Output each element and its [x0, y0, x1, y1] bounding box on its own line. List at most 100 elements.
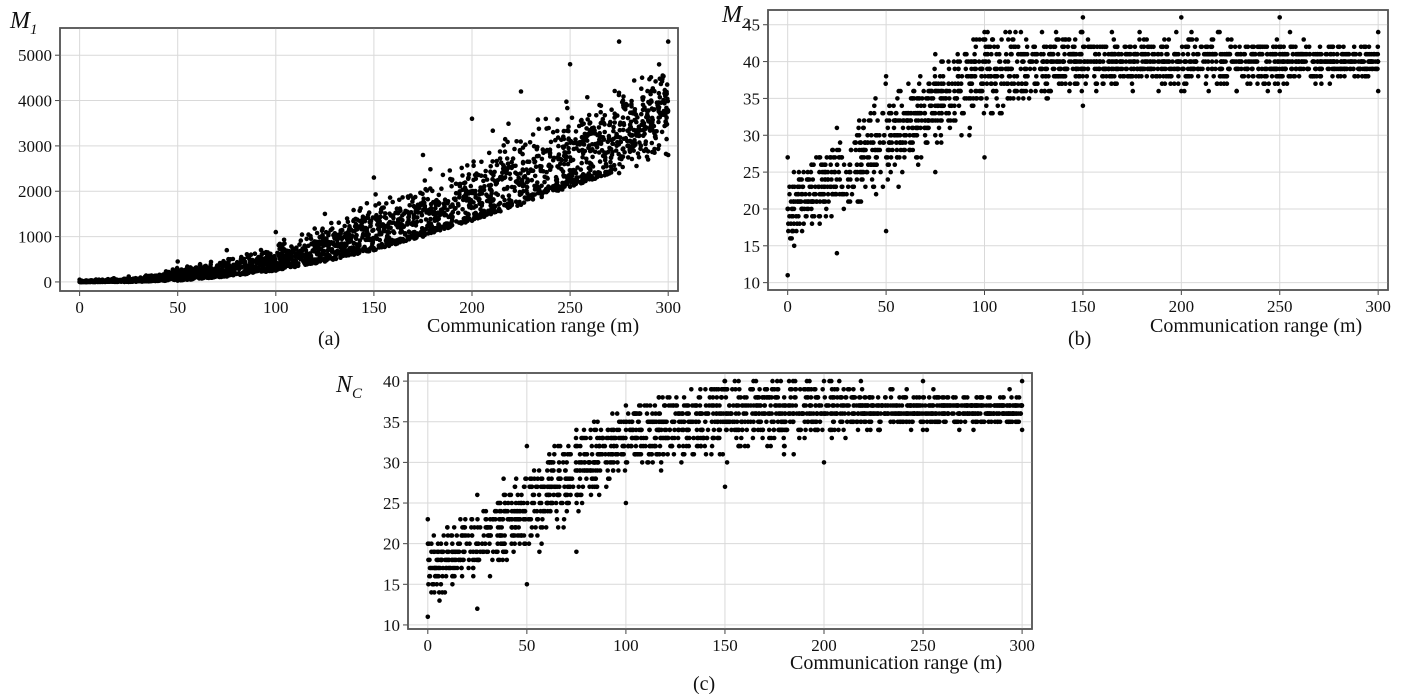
data-point: [1102, 52, 1107, 57]
data-point: [1152, 59, 1157, 64]
data-point: [1163, 81, 1168, 86]
data-point: [537, 127, 542, 132]
data-point: [661, 112, 666, 117]
data-point: [609, 164, 614, 169]
data-point: [531, 197, 536, 202]
data-point: [1060, 59, 1065, 64]
data-point: [834, 177, 839, 182]
data-point: [579, 167, 584, 172]
data-point: [979, 96, 984, 101]
data-point: [1005, 81, 1010, 86]
data-point: [247, 257, 252, 262]
data-point: [483, 174, 488, 179]
data-point: [477, 197, 482, 202]
data-point: [451, 210, 456, 215]
data-point: [932, 81, 937, 86]
data-point: [1008, 74, 1013, 79]
data-point: [149, 278, 154, 283]
data-point: [571, 141, 576, 146]
data-point: [984, 104, 989, 109]
data-point: [604, 485, 609, 490]
data-point: [490, 205, 495, 210]
data-point: [1068, 52, 1073, 57]
data-point: [640, 75, 645, 80]
data-point: [468, 200, 473, 205]
data-point: [1175, 67, 1180, 72]
data-point: [812, 214, 817, 219]
data-point: [1200, 45, 1205, 50]
data-point: [898, 140, 903, 145]
data-point: [1064, 67, 1069, 72]
data-point: [1264, 67, 1269, 72]
data-point: [1179, 15, 1184, 20]
data-point: [1019, 30, 1024, 35]
data-point: [939, 81, 944, 86]
y-tick-label: 35: [383, 413, 400, 432]
data-point: [1250, 67, 1255, 72]
data-point: [198, 275, 203, 280]
data-point: [604, 164, 609, 169]
x-tick-label: 100: [972, 297, 998, 316]
data-point: [1189, 74, 1194, 79]
data-point: [449, 184, 454, 189]
data-point: [1133, 52, 1138, 57]
data-point: [535, 145, 540, 150]
x-tick-label: 250: [910, 636, 936, 655]
data-point: [446, 215, 451, 220]
data-point: [809, 199, 814, 204]
data-point: [983, 37, 988, 42]
data-point: [859, 177, 864, 182]
data-point: [417, 206, 422, 211]
data-point: [862, 118, 867, 123]
data-point: [1277, 89, 1282, 94]
y-tick-label: 35: [743, 89, 760, 108]
data-point: [570, 174, 575, 179]
data-point: [589, 148, 594, 153]
data-point: [503, 137, 508, 142]
data-point: [392, 238, 397, 243]
data-point: [896, 185, 901, 190]
data-point: [985, 81, 990, 86]
data-point: [866, 162, 871, 167]
data-point: [388, 195, 393, 200]
data-point: [434, 198, 439, 203]
data-point: [194, 265, 199, 270]
data-point: [637, 403, 642, 408]
data-point: [1056, 52, 1061, 57]
data-point: [953, 118, 958, 123]
data-point: [863, 185, 868, 190]
x-tick-label: 150: [712, 636, 738, 655]
data-point: [562, 162, 567, 167]
data-point: [1319, 52, 1324, 57]
data-point: [1303, 59, 1308, 64]
data-point: [1174, 59, 1179, 64]
data-point: [666, 153, 671, 158]
data-point: [785, 155, 790, 160]
data-point: [1283, 52, 1288, 57]
data-point: [102, 279, 107, 284]
data-point: [989, 81, 994, 86]
data-point: [1280, 74, 1285, 79]
data-point: [1025, 45, 1030, 50]
data-point: [830, 192, 835, 197]
data-point: [210, 275, 215, 280]
data-point: [907, 133, 912, 138]
data-point: [1331, 59, 1336, 64]
data-point: [467, 205, 472, 210]
data-point: [296, 261, 301, 266]
data-point: [782, 452, 787, 457]
data-point: [800, 192, 805, 197]
data-point: [471, 164, 476, 169]
data-point: [514, 199, 519, 204]
data-point: [653, 79, 658, 84]
data-point: [1107, 74, 1112, 79]
data-point: [807, 177, 812, 182]
data-point: [1364, 52, 1369, 57]
data-point: [561, 146, 566, 151]
data-point: [421, 234, 426, 239]
data-point: [253, 251, 258, 256]
data-point: [1097, 52, 1102, 57]
data-point: [650, 141, 655, 146]
data-point: [948, 126, 953, 131]
data-point: [994, 74, 999, 79]
